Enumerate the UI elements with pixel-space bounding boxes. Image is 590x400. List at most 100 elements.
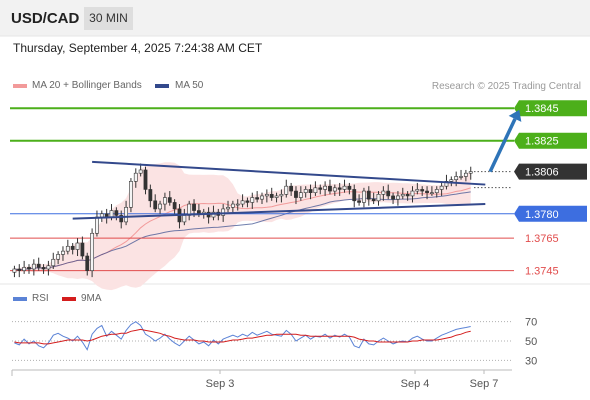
rsi-tick-label: 50 xyxy=(525,336,537,348)
candle-up xyxy=(133,172,138,182)
candle-up xyxy=(260,195,264,200)
candle-up xyxy=(31,263,36,270)
support-level-label: 1.3745 xyxy=(525,266,559,278)
candle-up xyxy=(250,197,255,203)
candle-down xyxy=(352,189,357,202)
trendline-upper xyxy=(92,160,486,186)
candle-down xyxy=(289,185,294,192)
candle-up xyxy=(274,195,279,198)
candle-up xyxy=(61,250,65,255)
projection-arrow-head xyxy=(508,109,522,122)
candle-down xyxy=(294,190,298,198)
candle-up xyxy=(235,203,240,206)
candle-up xyxy=(129,181,133,208)
candle-up xyxy=(226,206,230,210)
legend-rsi-swatch xyxy=(13,297,27,301)
candle-up xyxy=(430,192,434,194)
candle-up xyxy=(463,172,468,177)
candle-down xyxy=(337,187,342,190)
rsi-ma-line xyxy=(14,328,471,345)
candle-down xyxy=(17,268,22,271)
legend-ma20-label: MA 20 + Bollinger Bands xyxy=(32,80,142,91)
resistance-level-badge xyxy=(514,100,587,117)
candle-down xyxy=(269,194,274,198)
chart-header: USD/CAD 30 MIN xyxy=(0,0,590,36)
candle-down xyxy=(153,200,158,210)
candle-down xyxy=(366,190,371,200)
resistance-level-label: 1.3845 xyxy=(525,103,559,115)
candle-up xyxy=(400,194,405,197)
support-level-label: 1.3765 xyxy=(525,233,559,245)
candle-down xyxy=(347,185,352,190)
candle-down xyxy=(318,187,323,190)
candle-down xyxy=(308,189,313,193)
current-level-badge xyxy=(514,163,587,180)
candle-up xyxy=(376,194,381,202)
candle-down xyxy=(192,203,196,211)
candle-up xyxy=(439,185,444,190)
candle-up xyxy=(138,169,143,174)
candle-down xyxy=(172,202,177,210)
candle-up xyxy=(12,268,17,273)
candle-up xyxy=(99,213,104,218)
candle-up xyxy=(65,245,70,252)
candle-up xyxy=(240,200,245,205)
trendline-lower xyxy=(72,203,486,220)
symbol-label: USD/CAD xyxy=(11,10,80,27)
candle-up xyxy=(22,267,27,271)
candle-down xyxy=(245,200,250,203)
candle-up xyxy=(109,210,114,218)
candle-down xyxy=(391,195,395,200)
pivot-level-badge xyxy=(514,205,587,222)
pivot-level-label: 1.3780 xyxy=(525,209,559,221)
candle-up xyxy=(284,185,289,195)
candlesticks xyxy=(12,163,473,278)
candle-up xyxy=(279,194,284,197)
candle-down xyxy=(405,194,410,197)
rsi-tick-label: 70 xyxy=(525,317,537,329)
current-level-label: 1.3806 xyxy=(525,167,559,179)
candle-up xyxy=(75,242,80,250)
timeframe-button[interactable]: 30 MIN xyxy=(84,7,133,30)
legend-9ma-swatch xyxy=(62,297,76,301)
candle-up xyxy=(46,265,51,270)
candle-up xyxy=(342,185,347,190)
legend-9ma-label: 9MA xyxy=(81,293,102,304)
candle-up xyxy=(124,206,128,223)
candle-down xyxy=(119,215,124,223)
candle-up xyxy=(468,171,473,174)
candle-up xyxy=(90,232,94,271)
legend-ma20-swatch xyxy=(13,84,27,88)
candle-up xyxy=(303,189,308,193)
candle-down xyxy=(371,198,376,202)
candle-down xyxy=(167,197,172,203)
candle-down xyxy=(36,263,41,268)
candle-up xyxy=(95,216,99,234)
candle-down xyxy=(85,255,90,271)
candle-up xyxy=(332,187,337,192)
candle-up xyxy=(396,195,400,200)
candle-up xyxy=(415,189,420,192)
time-tick-label: Sep 4 xyxy=(401,378,430,390)
projection-arrow-shaft xyxy=(488,118,517,173)
candle-down xyxy=(357,200,361,203)
candle-down xyxy=(41,267,46,270)
resistance-level-badge xyxy=(514,132,587,149)
candle-down xyxy=(70,245,75,250)
candle-down xyxy=(328,185,332,192)
candle-up xyxy=(264,194,269,197)
candle-down xyxy=(255,197,260,200)
legend-rsi-label: RSI xyxy=(32,293,49,304)
time-tick-label: Sep 3 xyxy=(206,378,235,390)
bollinger-band xyxy=(14,162,471,291)
legend-ma50-swatch xyxy=(155,84,169,88)
research-credit: Research © 2025 Trading Central xyxy=(431,81,581,92)
candle-down xyxy=(386,190,391,197)
candle-down xyxy=(143,169,148,190)
candle-up xyxy=(51,258,56,267)
candle-up xyxy=(449,179,454,182)
candle-down xyxy=(425,190,429,193)
candle-down xyxy=(420,189,425,192)
candle-up xyxy=(158,203,162,210)
